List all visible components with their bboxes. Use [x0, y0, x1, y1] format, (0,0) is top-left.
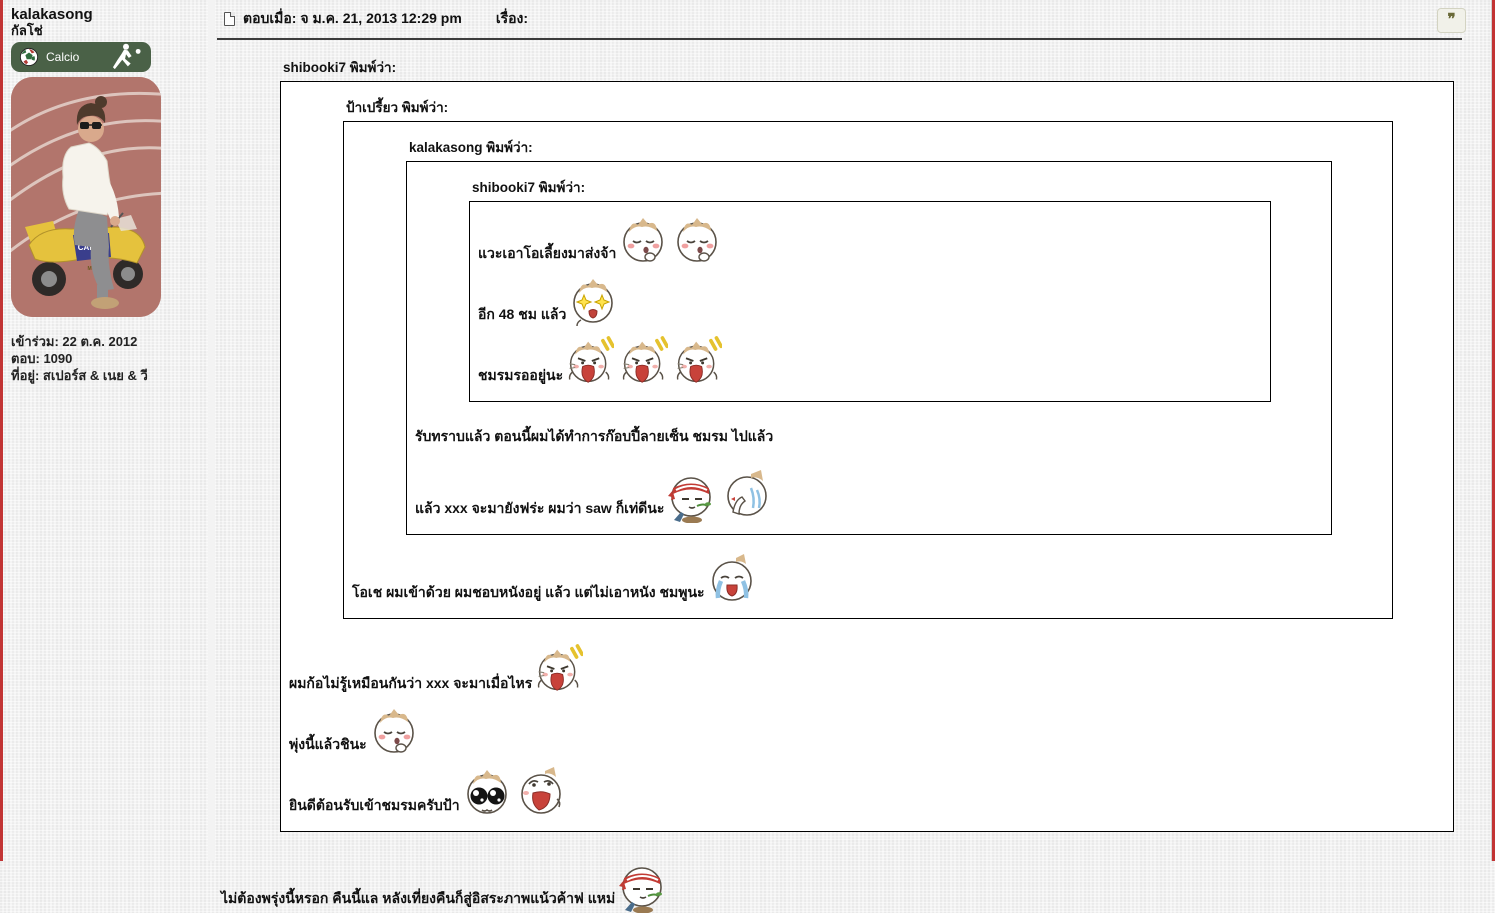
- line-text: อีก 48 ชม แล้ว: [478, 304, 566, 329]
- line-text: ไม่ต้องพรุ่งนี้หรอก คืนนี้แล หลังเที่ยงค…: [221, 888, 615, 913]
- quote-button[interactable]: ❞: [1437, 8, 1466, 33]
- quote-box-level-2: kalakasong พิมพ์ว่า: shibooki7 พิมพ์ว่า:…: [343, 121, 1393, 619]
- line-text: แวะเอาโอเลี้ยงมาส่งจ้า: [478, 243, 616, 268]
- emoticons-container: [370, 702, 418, 759]
- ninja-cat-emoticon: [667, 466, 715, 523]
- quote-caption-level-4: shibooki7 พิมพ์ว่า:: [472, 176, 1271, 198]
- quote3-line-1: รับทราบแล้ว ตอนนี้ผมได้ทำการก๊อบปี้ลายเซ…: [415, 426, 1323, 451]
- post-icon: [224, 12, 235, 26]
- quote1-line-2: พุ่งนี้แล้วชินะ: [289, 702, 1445, 759]
- stat-joined: เข้าร่วม: 22 ต.ค. 2012: [11, 333, 200, 350]
- quote-caption-level-3: kalakasong พิมพ์ว่า:: [409, 136, 1332, 158]
- posted-time: ตอบเมื่อ: จ ม.ค. 21, 2013 12:29 pm: [243, 8, 462, 30]
- emoticons-container: [708, 550, 756, 607]
- bigeyes-cat-emoticon: [463, 763, 511, 820]
- emoticons-container: [619, 211, 721, 268]
- quote-level-4: shibooki7 พิมพ์ว่า: แวะเอาโอเลี้ยงมาส่งจ…: [469, 176, 1271, 402]
- quote4-line-3: ชมรมรออยู่นะ: [478, 333, 1262, 390]
- post-body-panel: ตอบเมื่อ: จ ม.ค. 21, 2013 12:29 pm เรื่อ…: [208, 0, 1492, 861]
- shout-cat-emoticon: [620, 333, 668, 390]
- forum-post-page: { "sidebar": { "username": "kalakasong",…: [0, 0, 1495, 861]
- emoticons-container: [618, 856, 666, 913]
- quote-caption-level-1: shibooki7 พิมพ์ว่า:: [283, 56, 1454, 78]
- emoticons-container: [566, 333, 722, 390]
- blush-cat-emoticon: [619, 211, 667, 268]
- quote-level-2: ป้าเปรี้ยว พิมพ์ว่า: kalakasong พิมพ์ว่า…: [343, 96, 1393, 619]
- user-avatar: CAMEL MOTO: [11, 77, 161, 317]
- quote-caption-level-2: ป้าเปรี้ยว พิมพ์ว่า:: [346, 96, 1393, 118]
- quote1-line-1: ผมก้อไม่รู้เหมือนกันว่า xxx จะมาเมื่อไหร: [289, 641, 1445, 698]
- post-content: shibooki7 พิมพ์ว่า: ป้าเปรี้ยว พิมพ์ว่า:…: [215, 40, 1492, 913]
- quote-box-level-4: แวะเอาโอเลี้ยงมาส่งจ้า อีก 48 ชม แล้ว: [469, 201, 1271, 402]
- soccer-player-icon: [109, 43, 143, 71]
- shout-cat-emoticon: [566, 333, 614, 390]
- stat-posts: ตอบ: 1090: [11, 350, 200, 367]
- calcio-club-badge: Calcio: [11, 42, 151, 72]
- line-text: รับทราบแล้ว ตอนนี้ผมได้ทำการก๊อบปี้ลายเซ…: [415, 426, 773, 451]
- emoticons-container: [569, 272, 617, 329]
- quote-level-3: kalakasong พิมพ์ว่า: shibooki7 พิมพ์ว่า:…: [406, 136, 1332, 535]
- sob-cat-emoticon: [721, 466, 769, 523]
- ninja-cat-emoticon: [618, 856, 666, 913]
- cry-cat-emoticon: [708, 550, 756, 607]
- blush-cat-emoticon: [370, 702, 418, 759]
- quote4-line-2: อีก 48 ชม แล้ว: [478, 272, 1262, 329]
- happy-cat-emoticon: [517, 763, 565, 820]
- line-text: โอเช ผมเข้าด้วย ผมชอบหนังอยู่ แล้ว แต่ไม…: [352, 582, 705, 607]
- quote-mark-icon: ❞: [1447, 10, 1455, 28]
- quote4-line-1: แวะเอาโอเลี้ยงมาส่งจ้า: [478, 211, 1262, 268]
- shout-cat-emoticon: [535, 641, 583, 698]
- line-text: พุ่งนี้แล้วชินะ: [289, 734, 367, 759]
- quote3-line-2: แล้ว xxx จะมายังฟร่ะ ผมว่า saw ก็เท่ดีนะ: [415, 466, 1323, 523]
- emoticons-container: [535, 641, 583, 698]
- emoticons-container: [667, 466, 769, 523]
- subject-label: เรื่อง:: [496, 8, 528, 30]
- post-header: ตอบเมื่อ: จ ม.ค. 21, 2013 12:29 pm เรื่อ…: [215, 0, 1492, 38]
- quote2-line-1: โอเช ผมเข้าด้วย ผมชอบหนังอยู่ แล้ว แต่ไม…: [352, 550, 1384, 607]
- author-username: kalakasong: [11, 6, 200, 23]
- stat-location: ที่อยู่: สเปอร์ส & เนย & วี: [11, 367, 200, 384]
- shout-cat-emoticon: [674, 333, 722, 390]
- quote-level-1: shibooki7 พิมพ์ว่า: ป้าเปรี้ยว พิมพ์ว่า:…: [280, 56, 1454, 832]
- line-text: ผมก้อไม่รู้เหมือนกันว่า xxx จะมาเมื่อไหร: [289, 673, 532, 698]
- post-author-sidebar: kalakasong กัลโช่ Calcio: [3, 0, 208, 861]
- line-text: ชมรมรออยู่นะ: [478, 365, 563, 390]
- blush-cat-emoticon: [673, 211, 721, 268]
- badge-label: Calcio: [46, 50, 102, 64]
- sparkle-cat-emoticon: [569, 272, 617, 329]
- soccer-ball-icon: [19, 47, 39, 67]
- avatar-image: CAMEL MOTO: [11, 77, 161, 317]
- quote-box-level-3: shibooki7 พิมพ์ว่า: แวะเอาโอเลี้ยงมาส่งจ…: [406, 161, 1332, 535]
- quote1-line-3: ยินดีต้อนรับเข้าชมรมครับป้า: [289, 763, 1445, 820]
- author-rank-title: กัลโช่: [11, 23, 200, 38]
- emoticons-container: [463, 763, 565, 820]
- line-text: แล้ว xxx จะมายังฟร่ะ ผมว่า saw ก็เท่ดีนะ: [415, 498, 664, 523]
- quote-box-level-1: ป้าเปรี้ยว พิมพ์ว่า: kalakasong พิมพ์ว่า…: [280, 81, 1454, 832]
- outro-line: ไม่ต้องพรุ่งนี้หรอก คืนนี้แล หลังเที่ยงค…: [221, 856, 1492, 913]
- line-text: ยินดีต้อนรับเข้าชมรมครับป้า: [289, 795, 460, 820]
- author-stats: เข้าร่วม: 22 ต.ค. 2012 ตอบ: 1090 ที่อยู่…: [11, 333, 200, 384]
